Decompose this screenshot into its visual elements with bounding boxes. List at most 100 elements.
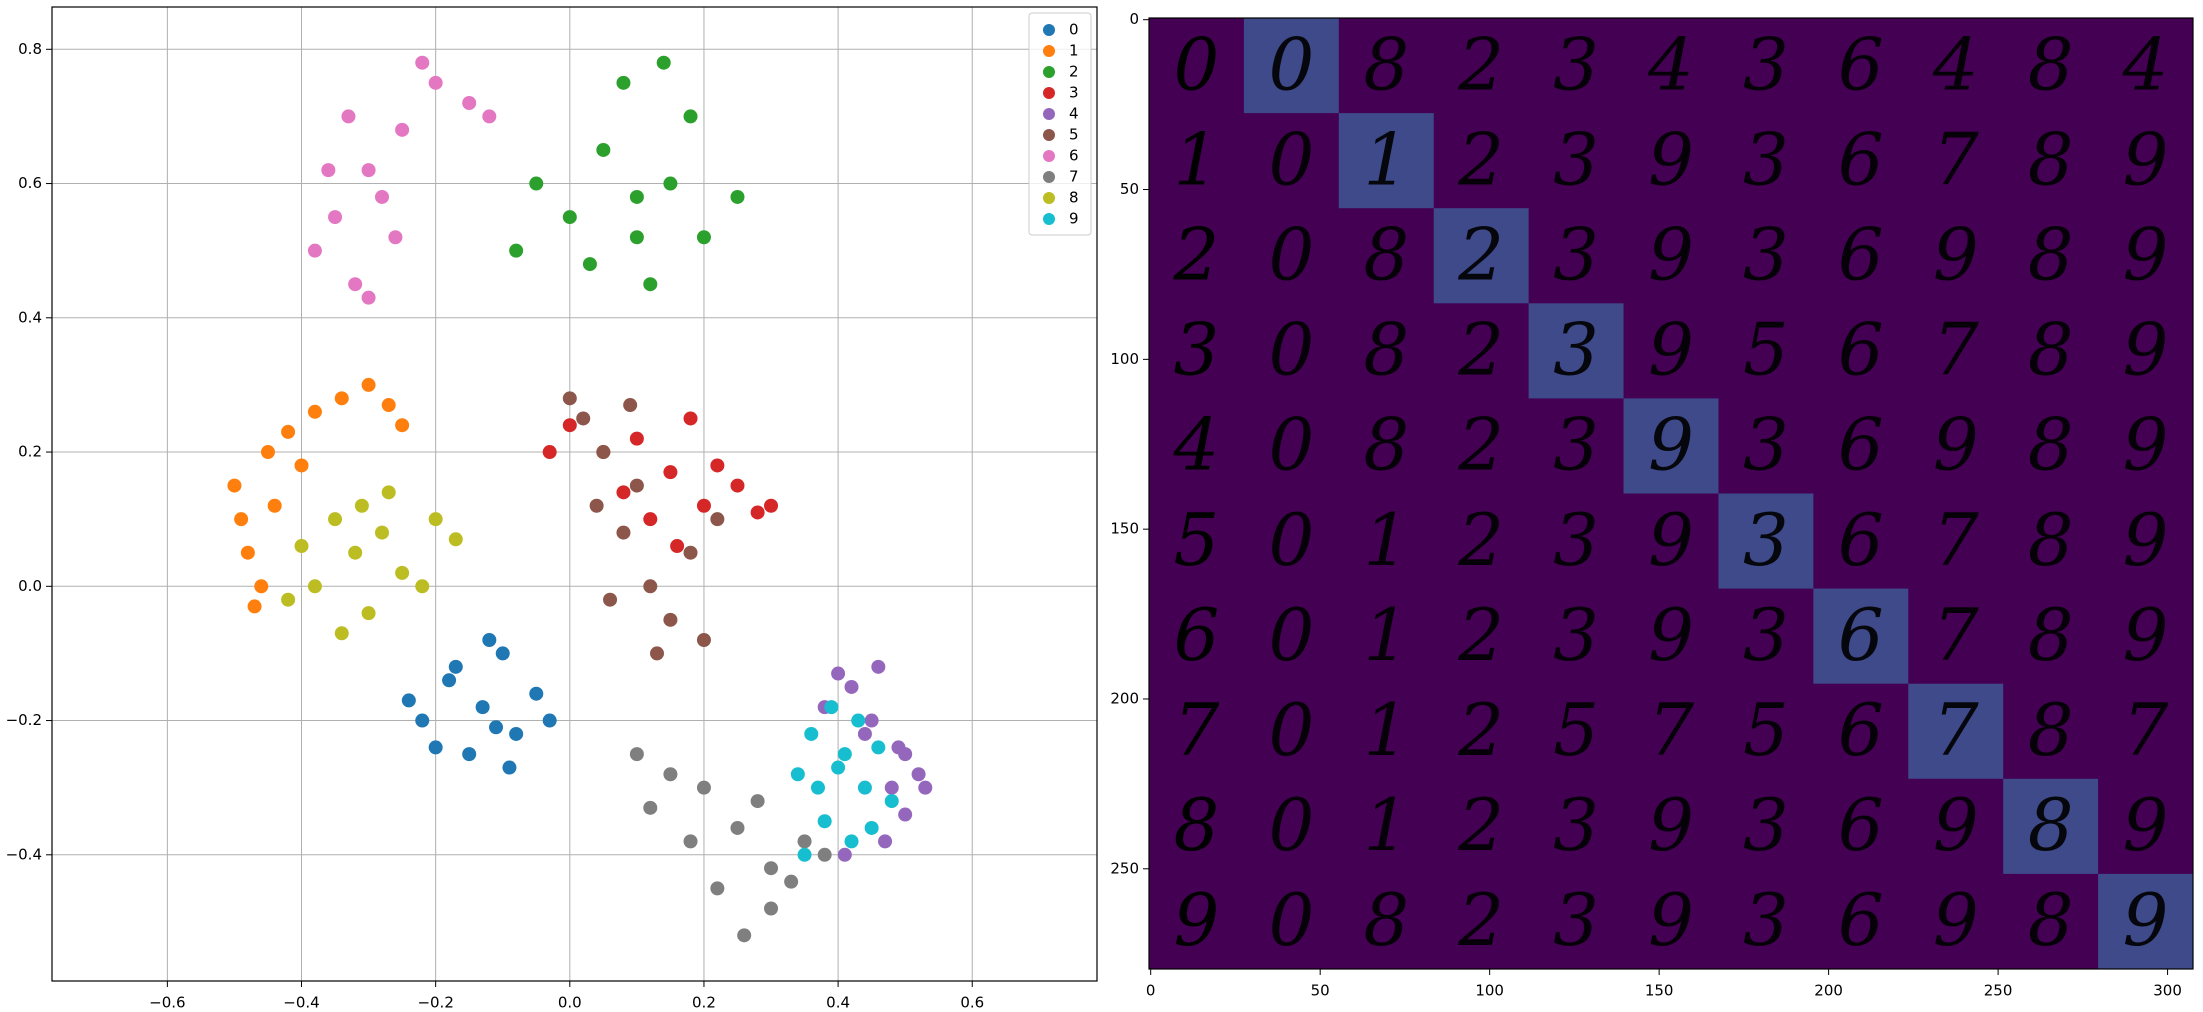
digit: 8 [1174,783,1220,867]
digit: 5 [1743,688,1789,772]
x-tick-label: −0.6 [149,994,185,1012]
point [663,176,678,191]
digit: 9 [1648,498,1694,582]
point [596,142,611,157]
point [663,465,678,480]
digit: 0 [1174,22,1220,106]
digit: 9 [1648,117,1694,201]
digit: 3 [1743,403,1789,487]
digit: 3 [1743,117,1789,201]
point [428,740,443,755]
point [643,277,658,292]
point [629,230,644,245]
point [448,659,463,674]
point [857,726,872,741]
digit: 5 [1174,498,1220,582]
digit: 0 [1268,403,1314,487]
point [851,713,866,728]
point [448,532,463,547]
point [260,445,275,460]
legend-label: 3 [1069,84,1079,102]
digit: 6 [1838,593,1884,677]
point [361,290,376,305]
point [415,579,430,594]
digit: 0 [1268,22,1314,106]
digit: 9 [2123,593,2169,677]
x-tick-label: 50 [1311,982,1330,1000]
digit: 6 [1838,213,1884,297]
digit: 9 [1648,308,1694,392]
digit: 8 [2028,783,2074,867]
point [683,411,698,426]
y-tick-label: 0.8 [18,40,42,58]
point [542,445,557,460]
point [844,679,859,694]
point [381,485,396,500]
digit: 3 [1743,783,1789,867]
digit: 8 [2028,688,2074,772]
x-tick-label: 0.4 [826,994,850,1012]
point [730,478,745,493]
point [643,512,658,527]
point [254,579,269,594]
highlight-cell [1338,113,1434,209]
point [562,418,577,433]
digit: 6 [1838,308,1884,392]
digit: 3 [1553,117,1599,201]
legend-label: 5 [1069,126,1079,144]
point [911,767,926,782]
point [227,478,242,493]
x-tick-label: 0.2 [692,994,716,1012]
digit: 6 [1838,783,1884,867]
digit: 2 [1173,213,1220,297]
y-tick-label: −0.4 [6,845,42,863]
point [837,847,852,862]
y-tick-label: 0 [1129,10,1139,28]
digit: 7 [1933,308,1979,392]
axes-frame [1148,17,2194,970]
point [328,210,343,225]
point [562,210,577,225]
highlight-cell [1243,18,1339,114]
digit: 2 [1457,498,1504,582]
digit: 0 [1268,308,1314,392]
digit: 3 [1743,878,1789,962]
y-tick-label: 200 [1110,689,1139,707]
point [495,646,510,661]
digit: 9 [1933,213,1979,297]
point [817,814,832,829]
digit: 4 [1647,22,1694,106]
digit: 8 [2028,213,2074,297]
digit: 9 [2123,308,2169,392]
point [656,55,671,70]
legend-marker [1043,87,1055,99]
point [797,847,812,862]
point [596,445,611,460]
point [529,686,544,701]
digit: 3 [1743,22,1789,106]
point [710,512,725,527]
digit: 2 [1457,403,1504,487]
y-tick-label: −0.2 [6,711,42,729]
point [831,760,846,775]
digit: 2 [1457,593,1504,677]
highlight-cell [1623,398,1719,494]
digit: 0 [1268,688,1314,772]
digit: 8 [2028,22,2074,106]
legend-label: 4 [1069,105,1079,123]
digit: 2 [1457,783,1504,867]
point [616,525,631,540]
digit: 3 [1553,878,1599,962]
digit: 7 [1933,117,1979,201]
x-tick-label: 150 [1645,982,1674,1000]
point [696,632,711,647]
legend-box [1028,12,1092,236]
x-tick-label: 200 [1814,982,1843,1000]
legend-label: 7 [1069,168,1079,186]
x-tick-label: 0 [1146,982,1156,1000]
point [395,565,410,580]
point [864,820,879,835]
highlight-cell [1433,208,1529,304]
point [629,478,644,493]
